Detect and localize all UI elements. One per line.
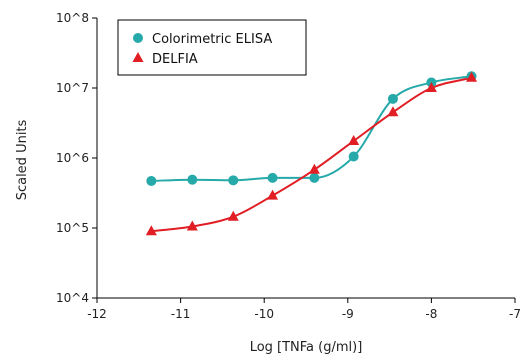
legend-delfia-marker <box>132 52 144 62</box>
elisa-point <box>267 172 278 183</box>
x-tick-label: -8 <box>425 307 437 321</box>
y-axis-title: Scaled Units <box>15 119 30 200</box>
x-tick-label: -7 <box>509 307 521 321</box>
delfia-point <box>186 220 198 231</box>
elisa-point <box>146 175 157 186</box>
delfia-point <box>308 163 320 174</box>
delfia-point <box>227 210 239 221</box>
y-tick-label: 10^6 <box>56 151 89 165</box>
legend-label: Colorimetric ELISA <box>152 32 272 47</box>
y-tick-label: 10^7 <box>56 81 89 95</box>
y-tick-label: 10^5 <box>56 221 89 235</box>
elisa-point <box>228 175 239 186</box>
fit-curves <box>151 75 472 233</box>
x-axis-title: Log [TNFa (g/ml)] <box>250 340 363 355</box>
x-tick-label: -9 <box>342 307 354 321</box>
x-ticks: -12 -11 -10 -9 -8 -7 <box>87 298 521 321</box>
delfia-point <box>425 82 437 92</box>
legend-box <box>117 19 307 76</box>
y-ticks: 10^4 10^5 10^6 10^7 10^8 <box>56 11 97 305</box>
elisa-point <box>187 174 198 185</box>
elisa-point <box>387 93 398 104</box>
delfia-point <box>267 189 279 200</box>
y-tick-label: 10^8 <box>56 11 89 25</box>
legend-elisa-marker <box>133 33 143 43</box>
x-tick-label: -11 <box>171 307 191 321</box>
x-tick-label: -12 <box>87 307 107 321</box>
legend-items: Colorimetric ELISA DELFIA <box>132 32 272 67</box>
delfia-point <box>145 225 157 236</box>
legend: Colorimetric ELISA DELFIA <box>117 19 307 76</box>
delfia-fit-curve <box>151 76 472 233</box>
data-points <box>145 71 478 236</box>
y-tick-label: 10^4 <box>56 291 89 305</box>
legend-label: DELFIA <box>152 52 198 67</box>
delfia-point <box>466 71 478 82</box>
delfia-point <box>387 106 399 117</box>
elisa-point <box>348 151 359 162</box>
x-tick-label: -10 <box>254 307 274 321</box>
elisa-point <box>309 172 320 183</box>
delfia-point <box>348 134 360 145</box>
